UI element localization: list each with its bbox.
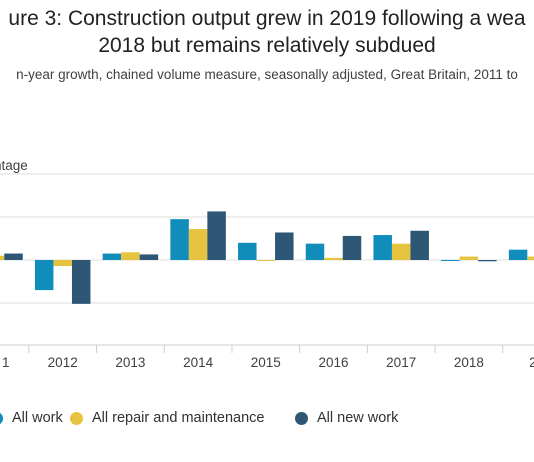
bar-all-new-work-2016[interactable] [342, 235, 362, 260]
bar-all-work-2012[interactable] [34, 260, 54, 291]
bar-all-work-2014[interactable] [170, 219, 189, 260]
legend-label: All new work [317, 410, 399, 426]
legend-swatch [295, 411, 308, 425]
bar-all-new-work-1[interactable] [4, 253, 23, 260]
legend-swatch [0, 411, 3, 425]
y-axis-label: ntage [0, 158, 28, 173]
bar-all-work-2015[interactable] [238, 242, 257, 260]
bar-all-work-20[interactable] [508, 249, 528, 260]
x-tick-label: 2016 [318, 355, 348, 370]
x-tick-label: 2018 [454, 355, 484, 370]
bar-all-new-work-2015[interactable] [275, 232, 294, 260]
legend-label: All work [12, 410, 63, 426]
chart-title-line-2: 2018 but remains relatively subdued [98, 34, 436, 57]
chart-subtitle: n-year growth, chained volume measure, s… [16, 67, 518, 82]
bar-all-repair-and-maintenance-2017[interactable] [391, 243, 411, 260]
bar-all-new-work-2018[interactable] [478, 260, 497, 262]
legend-item-all-new-work[interactable]: All new work [295, 410, 398, 426]
bar-all-repair-and-maintenance-2016[interactable] [324, 257, 343, 260]
legend-label: All repair and maintenance [92, 410, 265, 426]
bar-all-new-work-2012[interactable] [71, 260, 91, 304]
x-tick-label: 2015 [251, 355, 281, 370]
bar-all-new-work-2017[interactable] [410, 230, 429, 260]
bar-all-repair-and-maintenance-2018[interactable] [459, 256, 479, 260]
x-tick-label: 2013 [115, 355, 145, 370]
bar-all-repair-and-maintenance-1[interactable] [0, 255, 5, 260]
legend-item-all-repair-and-maintenance[interactable]: All repair and maintenance [70, 410, 265, 426]
x-tick-label: 2014 [183, 355, 214, 370]
chart-title-line-1: ure 3: Construction output grew in 2019 … [8, 7, 526, 30]
bar-all-new-work-2013[interactable] [139, 254, 159, 260]
bar-all-work-2018[interactable] [441, 260, 460, 261]
legend-item-all-work[interactable]: All work [0, 410, 63, 426]
bar-all-repair-and-maintenance-20[interactable] [527, 256, 534, 260]
bar-all-repair-and-maintenance-2012[interactable] [53, 260, 72, 267]
bar-all-work-2017[interactable] [373, 235, 392, 260]
bar-all-work-2016[interactable] [305, 243, 325, 260]
bar-all-work-2013[interactable] [102, 253, 122, 260]
x-tick-label: 2012 [48, 355, 78, 370]
x-tick-label: 1 [2, 355, 10, 370]
x-tick-label: 2017 [386, 355, 416, 370]
x-tick-label: 20 [529, 355, 534, 370]
bar-all-repair-and-maintenance-2014[interactable] [188, 229, 208, 260]
bar-all-repair-and-maintenance-2015[interactable] [256, 260, 276, 261]
legend-swatch [70, 411, 83, 425]
bar-all-new-work-2014[interactable] [207, 211, 226, 260]
bar-chart: 1 2012 2013 2014 2015 2016 2017 2018 20 [0, 173, 534, 370]
bar-all-repair-and-maintenance-2013[interactable] [121, 252, 140, 260]
